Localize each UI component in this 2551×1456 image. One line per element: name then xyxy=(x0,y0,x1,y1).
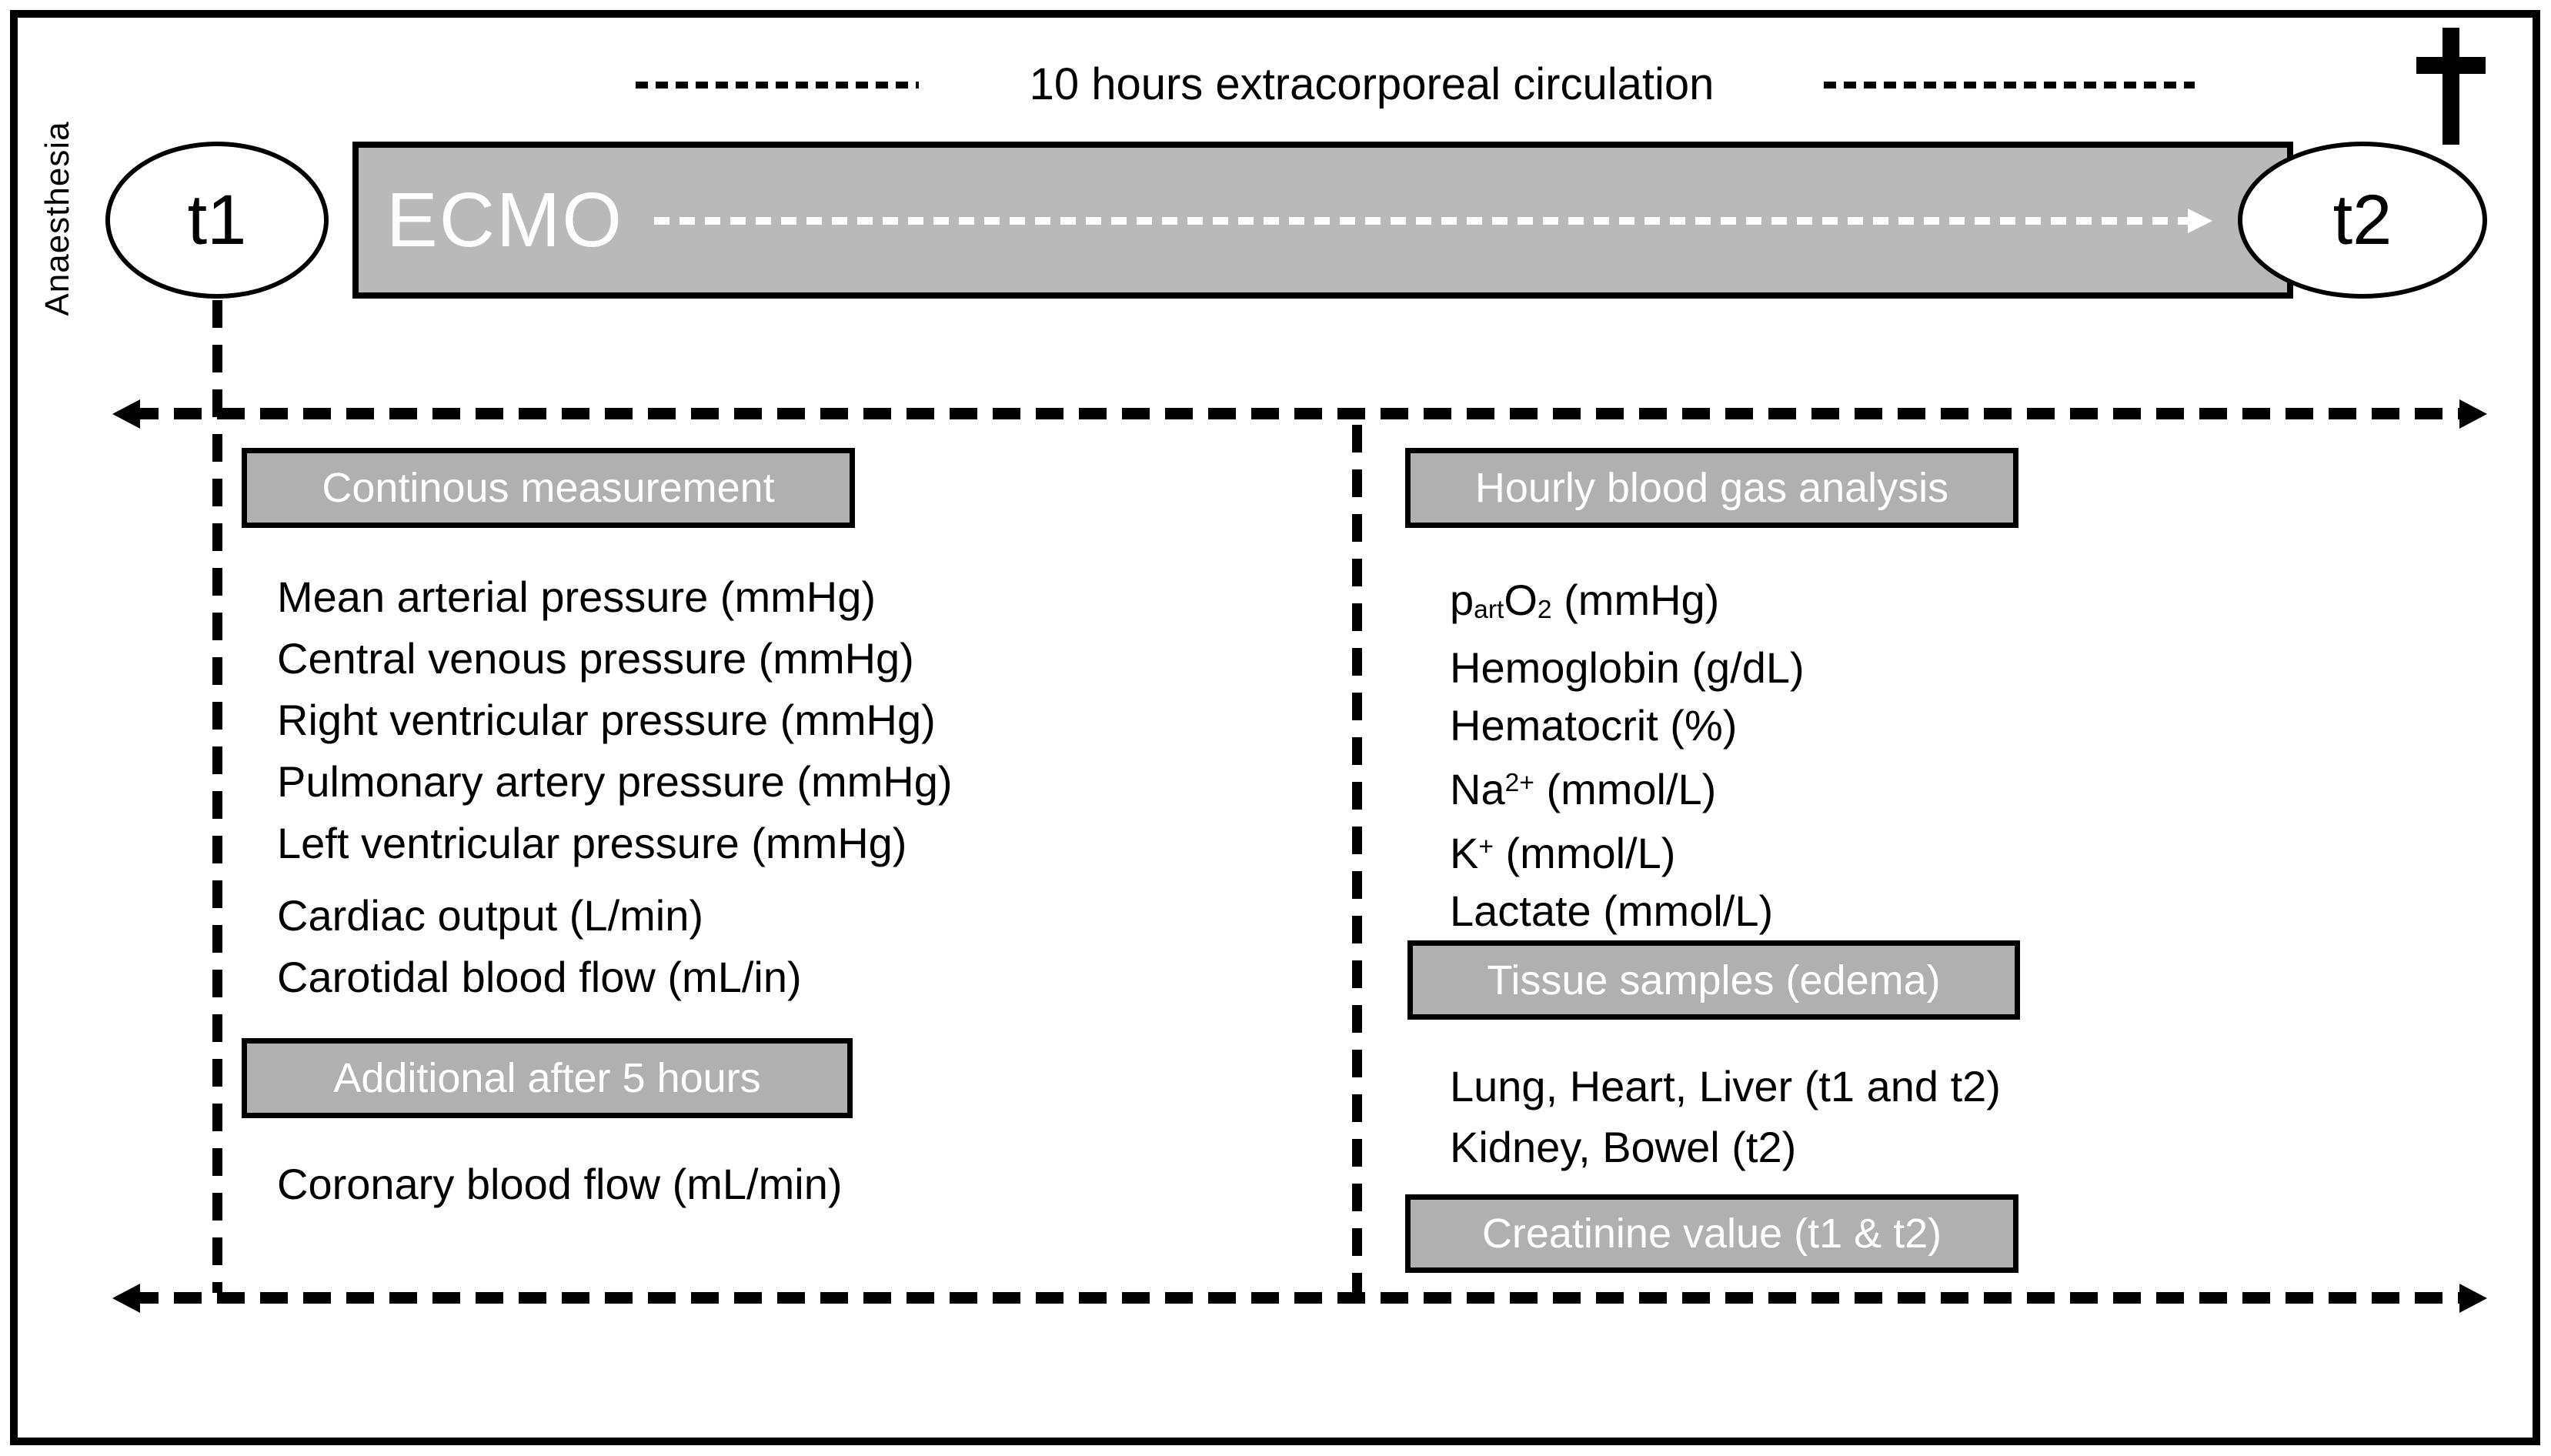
tissue-samples-header: Tissue samples (edema) xyxy=(1407,940,2020,1020)
creatinine-value-label: Creatinine value (t1 & t2) xyxy=(1481,1211,1942,1257)
list-item: Mean arterial pressure (mmHg) xyxy=(277,573,876,621)
t1-label: t1 xyxy=(187,180,247,259)
lower-left-arrow-icon xyxy=(112,1284,140,1313)
anaesthesia-axis-label: Anaesthesia xyxy=(38,121,76,316)
continuous-measurement-header: Continous measurement xyxy=(242,448,855,528)
list-item-potassium: K+ (mmol/L) xyxy=(1450,828,1676,877)
duration-dash-right xyxy=(1824,82,2195,88)
ecmo-label: ECMO xyxy=(386,176,623,263)
flow-measurement-list: Cardiac output (L/min) Carotidal blood f… xyxy=(277,885,802,1008)
middle-vertical-line xyxy=(1352,425,1362,1293)
lower-span-line xyxy=(131,1292,2463,1304)
upper-left-arrow-icon xyxy=(112,399,140,429)
list-item-sodium: Na2+ (mmol/L) xyxy=(1450,764,1717,813)
hourly-blood-gas-label: Hourly blood gas analysis xyxy=(1474,465,1949,511)
ecmo-arrow-line xyxy=(654,217,2189,225)
outer-border xyxy=(10,10,2540,1445)
tissue-samples-label: Tissue samples (edema) xyxy=(1487,957,1941,1004)
death-dagger-icon xyxy=(2442,28,2459,145)
coronary-blood-flow-item: Coronary blood flow (mL/min) xyxy=(277,1160,843,1208)
list-item: Right ventricular pressure (mmHg) xyxy=(277,696,936,744)
list-item: Lactate (mmol/L) xyxy=(1450,886,1774,935)
timepoint-t1-ellipse: t1 xyxy=(105,142,329,299)
list-item: Left ventricular pressure (mmHg) xyxy=(277,819,907,867)
list-item-po2: partO2 (mmHg) xyxy=(1450,576,1720,625)
death-dagger-icon-bar xyxy=(2416,57,2486,74)
additional-after-5-hours-header: Additional after 5 hours xyxy=(242,1038,853,1118)
list-item: Hemoglobin (g/dL) xyxy=(1450,643,1805,693)
t2-label: t2 xyxy=(2332,180,2392,259)
list-item: Cardiac output (L/min) xyxy=(277,891,704,940)
t1-vertical-line xyxy=(212,300,222,1293)
list-item: Central venous pressure (mmHg) xyxy=(277,634,914,683)
tissue-samples-list: Lung, Heart, Liver (t1 and t2) Kidney, B… xyxy=(1450,1056,2001,1177)
upper-right-arrow-icon xyxy=(2459,399,2487,429)
additional-after-5-hours-label: Additional after 5 hours xyxy=(333,1055,761,1101)
list-item: Carotidal blood flow (mL/in) xyxy=(277,953,802,1001)
upper-span-line xyxy=(131,408,2463,419)
list-item: Lung, Heart, Liver (t1 and t2) xyxy=(1450,1062,2001,1110)
list-item: Kidney, Bowel (t2) xyxy=(1450,1123,1797,1171)
duration-label: 10 hours extracorporeal circulation xyxy=(1029,59,1715,109)
blood-gas-list: partO2 (mmHg) Hemoglobin (g/dL) Hematocr… xyxy=(1450,571,1805,940)
duration-dash-left xyxy=(636,82,919,88)
pressure-measurement-list: Mean arterial pressure (mmHg) Central ve… xyxy=(277,566,953,874)
list-item: Pulmonary artery pressure (mmHg) xyxy=(277,757,953,806)
ecmo-arrow-head-icon xyxy=(2188,209,2212,233)
lower-right-arrow-icon xyxy=(2459,1284,2487,1313)
hourly-blood-gas-header: Hourly blood gas analysis xyxy=(1405,448,2018,528)
continuous-measurement-label: Continous measurement xyxy=(322,465,775,511)
creatinine-value-header: Creatinine value (t1 & t2) xyxy=(1405,1194,2018,1273)
list-item: Hematocrit (%) xyxy=(1450,701,1738,750)
timepoint-t2-ellipse: t2 xyxy=(2238,142,2487,299)
